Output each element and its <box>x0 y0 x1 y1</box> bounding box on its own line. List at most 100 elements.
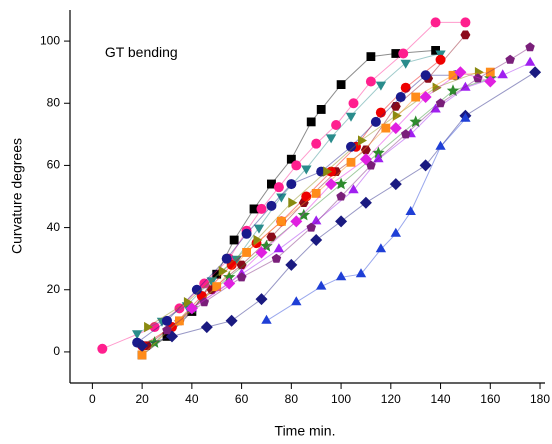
data-point <box>375 243 387 253</box>
x-tick-label: 180 <box>530 392 550 406</box>
data-point <box>218 265 228 277</box>
data-point <box>335 271 347 281</box>
data-point <box>348 98 359 109</box>
data-point <box>241 228 252 239</box>
data-point <box>253 224 265 234</box>
data-point <box>253 234 263 246</box>
data-point <box>311 215 322 225</box>
data-point <box>288 197 298 208</box>
data-point <box>175 316 184 326</box>
data-point <box>325 178 338 191</box>
data-point <box>524 56 536 66</box>
data-point <box>325 134 337 144</box>
data-point <box>236 260 247 270</box>
data-point <box>255 293 268 306</box>
series-line <box>166 46 531 331</box>
series-line <box>141 49 436 356</box>
data-point <box>311 138 322 149</box>
data-point <box>137 350 147 360</box>
x-axis-label: Time min. <box>275 423 336 439</box>
data-point <box>505 54 515 64</box>
data-point <box>454 66 467 79</box>
x-tick-label: 140 <box>431 392 451 406</box>
data-point <box>460 81 471 91</box>
data-point <box>359 153 372 166</box>
data-point <box>199 278 210 289</box>
data-point <box>435 98 446 108</box>
data-point <box>311 189 321 198</box>
data-point <box>401 129 411 139</box>
x-tick-label: 0 <box>89 392 96 406</box>
series-line <box>136 53 441 334</box>
data-point <box>360 145 371 155</box>
data-point <box>301 191 312 202</box>
data-point <box>306 117 316 127</box>
data-point <box>484 75 497 88</box>
data-point <box>460 17 471 28</box>
data-point <box>334 177 348 190</box>
data-point <box>206 277 217 287</box>
data-point <box>375 81 387 91</box>
data-point <box>148 336 161 348</box>
data-point <box>398 48 409 59</box>
data-point <box>323 166 333 177</box>
data-point <box>373 153 384 163</box>
data-point <box>435 54 446 65</box>
data-point <box>273 243 285 253</box>
data-point <box>409 115 422 128</box>
data-point <box>359 196 372 209</box>
y-tick-label: 20 <box>47 282 61 296</box>
data-point <box>136 339 149 352</box>
x-tick-label: 160 <box>480 392 500 406</box>
data-point <box>419 91 432 103</box>
data-point <box>366 160 376 170</box>
data-point <box>460 112 471 122</box>
data-point <box>271 253 282 263</box>
data-point <box>346 141 357 152</box>
x-tick-label: 100 <box>331 392 351 406</box>
data-point <box>162 325 172 335</box>
data-point <box>389 122 402 135</box>
series-line <box>266 118 466 322</box>
data-point <box>395 92 406 103</box>
data-point <box>485 67 495 77</box>
y-tick-label: 0 <box>53 344 60 358</box>
annotation: GT bending <box>105 44 178 60</box>
data-point <box>355 268 367 278</box>
data-point <box>400 82 411 93</box>
data-point <box>390 102 401 111</box>
data-point <box>276 193 287 203</box>
data-point <box>236 272 247 282</box>
data-point <box>430 103 441 113</box>
data-point <box>266 232 277 242</box>
data-point <box>525 42 535 52</box>
series-line <box>102 21 466 350</box>
data-point <box>183 297 193 308</box>
data-point <box>370 116 381 127</box>
data-point <box>242 248 251 257</box>
data-point <box>225 314 238 327</box>
data-point <box>497 69 508 79</box>
data-point <box>316 105 326 114</box>
y-tick-label: 40 <box>47 220 61 234</box>
data-point <box>448 70 458 80</box>
data-point <box>392 110 402 121</box>
data-point <box>297 208 310 221</box>
x-tick-label: 60 <box>235 392 249 406</box>
data-point <box>336 191 346 201</box>
data-point <box>132 330 143 340</box>
data-point <box>256 203 267 214</box>
data-point <box>285 258 298 271</box>
data-point <box>375 107 386 118</box>
data-point <box>212 282 222 292</box>
data-point <box>249 204 259 214</box>
data-point <box>432 82 442 93</box>
data-point <box>390 227 401 237</box>
series-line <box>146 34 466 347</box>
data-point <box>161 315 172 326</box>
data-point <box>306 222 316 232</box>
data-point <box>346 157 356 167</box>
data-point <box>365 76 376 87</box>
y-tick-label: 80 <box>47 95 61 109</box>
